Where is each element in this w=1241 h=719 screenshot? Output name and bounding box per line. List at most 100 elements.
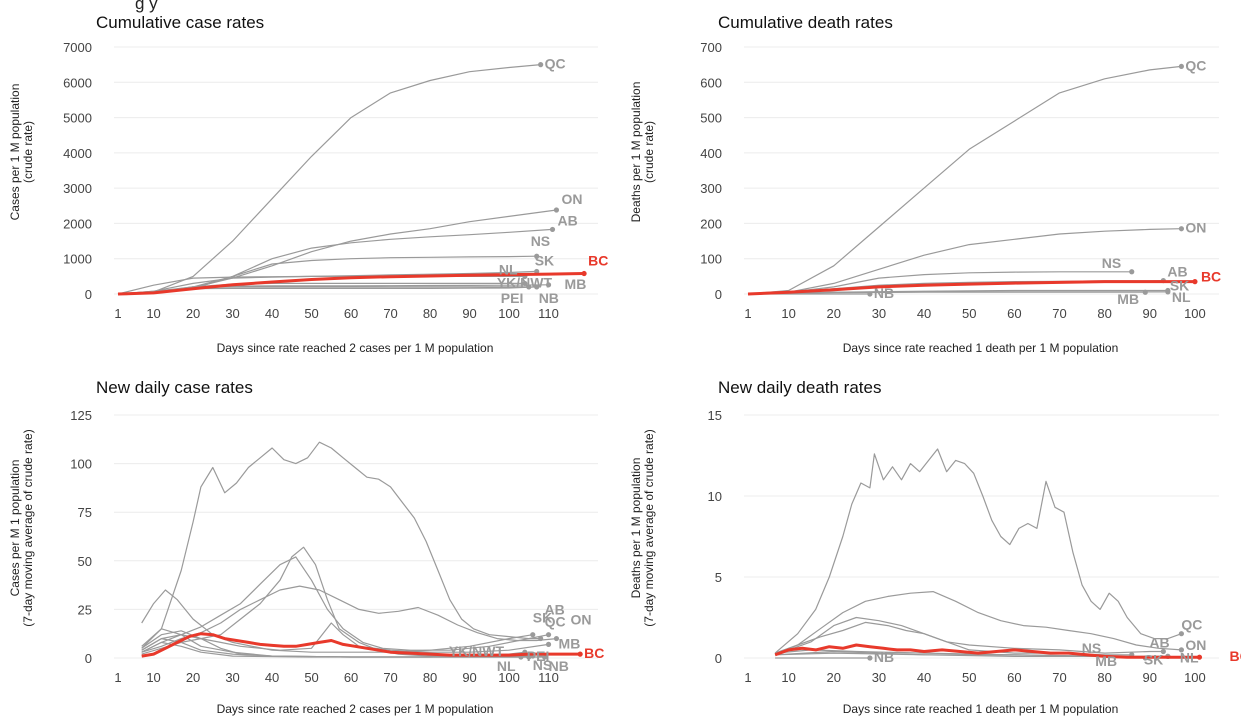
x-tick-label: 40 <box>265 306 279 321</box>
endpoint-on <box>1178 647 1184 653</box>
chart-title: New daily death rates <box>718 378 882 397</box>
endpoint-ns <box>1129 269 1135 275</box>
endpoint-nb <box>867 291 873 297</box>
series-label: SK <box>1144 651 1163 667</box>
y-tick-label: 75 <box>78 505 92 520</box>
x-tick-label: 40 <box>265 670 279 685</box>
endpoint-sk <box>530 632 536 638</box>
endpoint-nb <box>542 654 548 660</box>
y-axis-label-secondary: (7-day moving average of crude rate) <box>642 429 656 626</box>
x-tick-label: 70 <box>1052 306 1066 321</box>
y-tick-label: 0 <box>715 651 722 666</box>
series-line-on <box>141 585 557 653</box>
series-label: BC <box>584 645 604 661</box>
x-tick-label: 110 <box>538 306 559 321</box>
y-axis-label-secondary: (crude rate) <box>642 121 656 183</box>
y-axis-label: Deaths per 1 M population <box>629 82 643 223</box>
x-axis-label: Days since rate reached 2 cases per 1 M … <box>217 702 494 716</box>
series-line-bc <box>141 632 581 658</box>
x-tick-label: 1 <box>114 306 121 321</box>
y-axis-label: Cases per M 1 population <box>8 460 22 597</box>
x-tick-label: 110 <box>538 670 559 685</box>
y-tick-label: 7000 <box>63 40 92 55</box>
x-tick-label: 1 <box>744 306 751 321</box>
series-line-on <box>117 209 557 295</box>
series-line-bc <box>117 272 585 296</box>
y-tick-label: 50 <box>78 554 92 569</box>
series-label: NL <box>1172 289 1191 305</box>
series-line-on <box>747 228 1182 295</box>
panel-new-daily-case-rates: New daily case rates 0 25 50 75 100 125 1 10 20 3… <box>0 368 620 719</box>
series-label: AB <box>1167 264 1187 280</box>
series-label: QC <box>545 614 566 630</box>
x-tick-label: 80 <box>1097 670 1111 685</box>
series-label: ON <box>1185 220 1206 236</box>
chart-title: Cumulative case rates <box>96 13 265 32</box>
endpoint-ab <box>1160 648 1166 655</box>
endpoint-on <box>1178 226 1184 232</box>
series-line-qc <box>141 441 541 649</box>
x-tick-label: 20 <box>827 670 841 685</box>
series-label: AB <box>558 212 578 228</box>
chart-new-daily-death-rates: 0 5 10 15 1 10 20 30 40 50 60 70 80 90 100 Days since r… <box>629 408 1241 716</box>
series-line-ab <box>774 621 1164 656</box>
y-tick-label: 2000 <box>63 216 92 231</box>
y-tick-label: 5000 <box>63 111 92 126</box>
chart-title: New daily case rates <box>96 378 253 397</box>
x-tick-label: 1 <box>114 670 121 685</box>
series-label: NS <box>1082 640 1101 656</box>
x-tick-label: 30 <box>872 306 886 321</box>
series-line-bc <box>747 280 1195 296</box>
x-axis-label: Days since rate reached 1 death per 1 M … <box>843 341 1119 355</box>
series-line-on <box>774 591 1182 654</box>
panel-cumulative-case-rates: Cumulative case rates 0 1000 2000 3000 4000 5… <box>0 0 620 368</box>
x-tick-label: 40 <box>917 670 931 685</box>
series-label: NS <box>1102 255 1121 271</box>
series-label: NB <box>874 649 894 665</box>
x-tick-label: 50 <box>304 306 318 321</box>
x-tick-label: 10 <box>781 306 795 321</box>
series-label: BC <box>1229 648 1241 664</box>
x-tick-label: 80 <box>423 670 437 685</box>
y-tick-label: 125 <box>70 408 92 423</box>
y-tick-label: 15 <box>708 408 722 423</box>
series-line-ab <box>117 228 553 295</box>
x-tick-label: 50 <box>962 670 976 685</box>
series-label: MB <box>1095 653 1117 669</box>
x-tick-label: 10 <box>146 306 160 321</box>
series-label: QC <box>1181 617 1202 633</box>
endpoint-qc <box>538 62 544 68</box>
x-axis-label: Days since rate reached 1 death per 1 M … <box>843 702 1119 716</box>
x-tick-label: 80 <box>423 306 437 321</box>
x-tick-label: 20 <box>186 670 200 685</box>
x-tick-label: 50 <box>962 306 976 321</box>
series-label: NB <box>549 658 569 674</box>
series-label: BC <box>588 253 608 269</box>
series-label: NB <box>874 285 894 301</box>
x-tick-label: 90 <box>462 306 476 321</box>
x-tick-label: 100 <box>498 306 520 321</box>
panel-new-daily-death-rates: New daily death rates 0 5 10 15 1 10 20 30 40 50 6… <box>621 368 1241 719</box>
endpoint-mb <box>545 282 552 288</box>
chart-title: Cumulative death rates <box>718 13 893 32</box>
y-tick-label: 1000 <box>63 252 92 267</box>
endpoint-nb <box>867 655 873 661</box>
y-tick-label: 25 <box>78 602 92 617</box>
x-tick-label: 100 <box>1184 306 1206 321</box>
endpoint-bc <box>581 270 587 277</box>
y-tick-label: 0 <box>715 287 722 302</box>
series-label: NS <box>533 657 552 673</box>
x-tick-label: 70 <box>1052 670 1066 685</box>
endpoint-pei <box>526 654 532 660</box>
x-tick-label: 10 <box>146 670 160 685</box>
y-tick-label: 700 <box>700 40 722 55</box>
x-tick-label: 70 <box>383 670 397 685</box>
endpoint-bc <box>1192 279 1198 285</box>
y-tick-label: 5 <box>715 570 722 585</box>
x-tick-label: 30 <box>225 306 239 321</box>
series-label: ON <box>570 612 591 628</box>
series-label: YK/NWT <box>449 643 505 659</box>
series-label: MB <box>559 635 581 651</box>
endpoint-nb <box>534 284 540 290</box>
